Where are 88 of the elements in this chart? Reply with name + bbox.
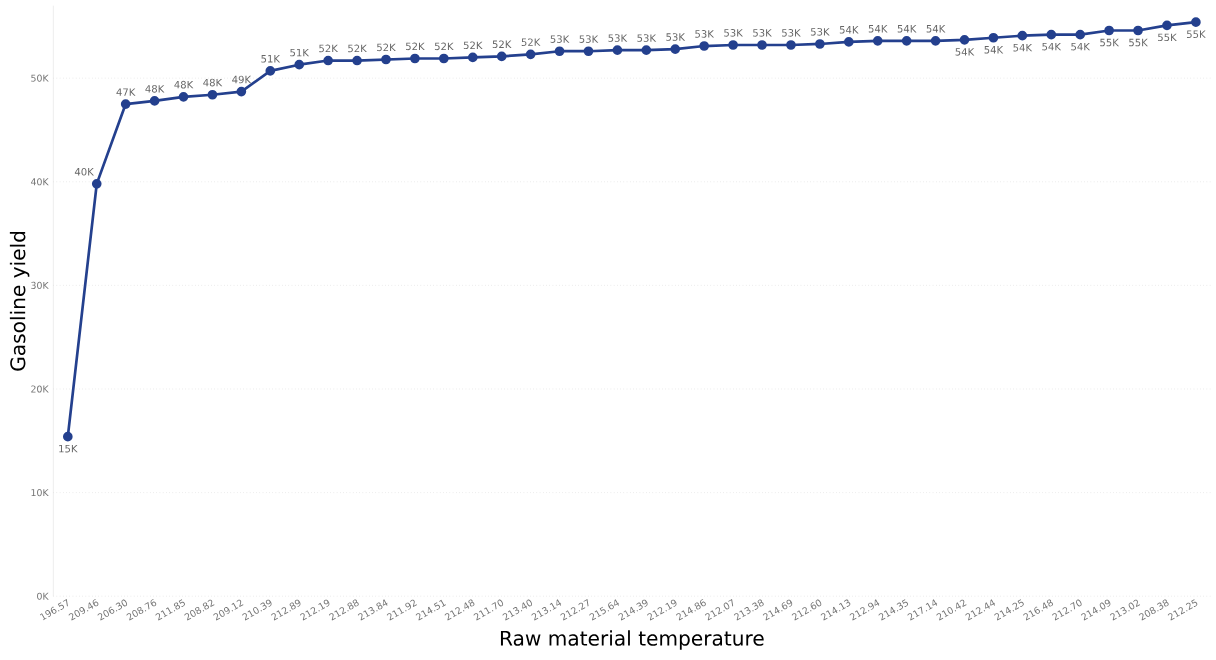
point xyxy=(439,53,449,64)
data-label: 52K xyxy=(492,40,512,49)
point xyxy=(1191,17,1201,28)
data-label: 48K xyxy=(203,79,223,87)
point xyxy=(612,45,623,56)
y-tick-label: 50K xyxy=(31,74,49,82)
data-label: 53K xyxy=(550,35,570,44)
point xyxy=(872,36,883,46)
data-label: 52K xyxy=(406,42,425,51)
point xyxy=(988,33,999,43)
data-label: 51K xyxy=(290,49,310,57)
data-label: 52K xyxy=(521,38,541,47)
point xyxy=(1162,20,1172,31)
point xyxy=(786,40,796,51)
data-label: 49K xyxy=(232,75,252,84)
point xyxy=(149,96,160,106)
data-label: 53K xyxy=(608,34,628,43)
point xyxy=(352,55,362,66)
data-label: 51K xyxy=(261,55,281,63)
point xyxy=(959,35,970,45)
point xyxy=(901,36,912,46)
data-label: 52K xyxy=(319,44,339,53)
point xyxy=(381,54,391,65)
point xyxy=(1133,25,1143,36)
point xyxy=(496,51,507,62)
point xyxy=(294,60,305,70)
data-label: 53K xyxy=(782,29,801,37)
point xyxy=(583,46,594,57)
data-label: 53K xyxy=(810,28,830,36)
point xyxy=(410,53,420,64)
y-tick-label: 30K xyxy=(31,282,49,290)
data-label: 54K xyxy=(955,48,975,56)
point xyxy=(1046,30,1057,40)
data-label: 52K xyxy=(348,44,367,53)
point xyxy=(178,92,189,102)
data-label: 54K xyxy=(1013,44,1033,52)
data-label: 40K xyxy=(74,168,94,176)
data-label: 53K xyxy=(637,34,657,43)
data-label: 54K xyxy=(868,25,888,33)
data-label: 55K xyxy=(1186,30,1206,39)
point xyxy=(554,46,565,57)
data-label: 53K xyxy=(579,35,599,44)
point xyxy=(728,40,738,51)
point xyxy=(815,39,825,49)
data-label: 53K xyxy=(666,33,686,42)
point xyxy=(265,66,276,76)
y-tick-label: 10K xyxy=(31,489,49,497)
point xyxy=(1104,25,1114,36)
point xyxy=(236,87,247,97)
point xyxy=(91,179,102,189)
point xyxy=(525,49,536,60)
point xyxy=(699,41,710,52)
point xyxy=(120,99,131,110)
point xyxy=(467,52,478,63)
point xyxy=(1017,31,1028,41)
data-label: 54K xyxy=(897,25,917,33)
y-tick-label: 0K xyxy=(37,592,49,600)
data-label: 53K xyxy=(724,29,743,37)
y-axis-title: Gasoline yield xyxy=(9,232,30,371)
data-label: 15K xyxy=(59,445,78,453)
data-label: 55K xyxy=(1129,39,1148,47)
point xyxy=(843,37,854,47)
data-label: 54K xyxy=(926,25,946,33)
data-label: 53K xyxy=(695,30,715,38)
data-label: 54K xyxy=(839,26,859,34)
point xyxy=(757,40,767,51)
data-label: 54K xyxy=(1071,43,1091,51)
data-label: 52K xyxy=(434,42,454,51)
y-tick-label: 40K xyxy=(30,178,49,186)
point xyxy=(62,432,73,442)
data-label: 55K xyxy=(1158,33,1177,42)
data-label: 52K xyxy=(463,41,483,50)
data-label: 54K xyxy=(984,46,1004,54)
point xyxy=(207,90,218,100)
data-label: 48K xyxy=(174,81,194,89)
point xyxy=(1075,30,1086,40)
data-label: 55K xyxy=(1100,39,1120,47)
data-label: 52K xyxy=(377,43,396,52)
x-axis-title: Raw material temperature xyxy=(500,630,764,650)
point xyxy=(641,45,652,56)
y-tick-label: 20K xyxy=(31,385,49,393)
data-label: 54K xyxy=(1042,43,1062,51)
data-label: 48K xyxy=(145,85,165,93)
point xyxy=(930,36,941,46)
point xyxy=(323,55,333,66)
data-label: 47K xyxy=(116,88,136,96)
point xyxy=(670,44,681,55)
data-label: 53K xyxy=(753,29,772,37)
